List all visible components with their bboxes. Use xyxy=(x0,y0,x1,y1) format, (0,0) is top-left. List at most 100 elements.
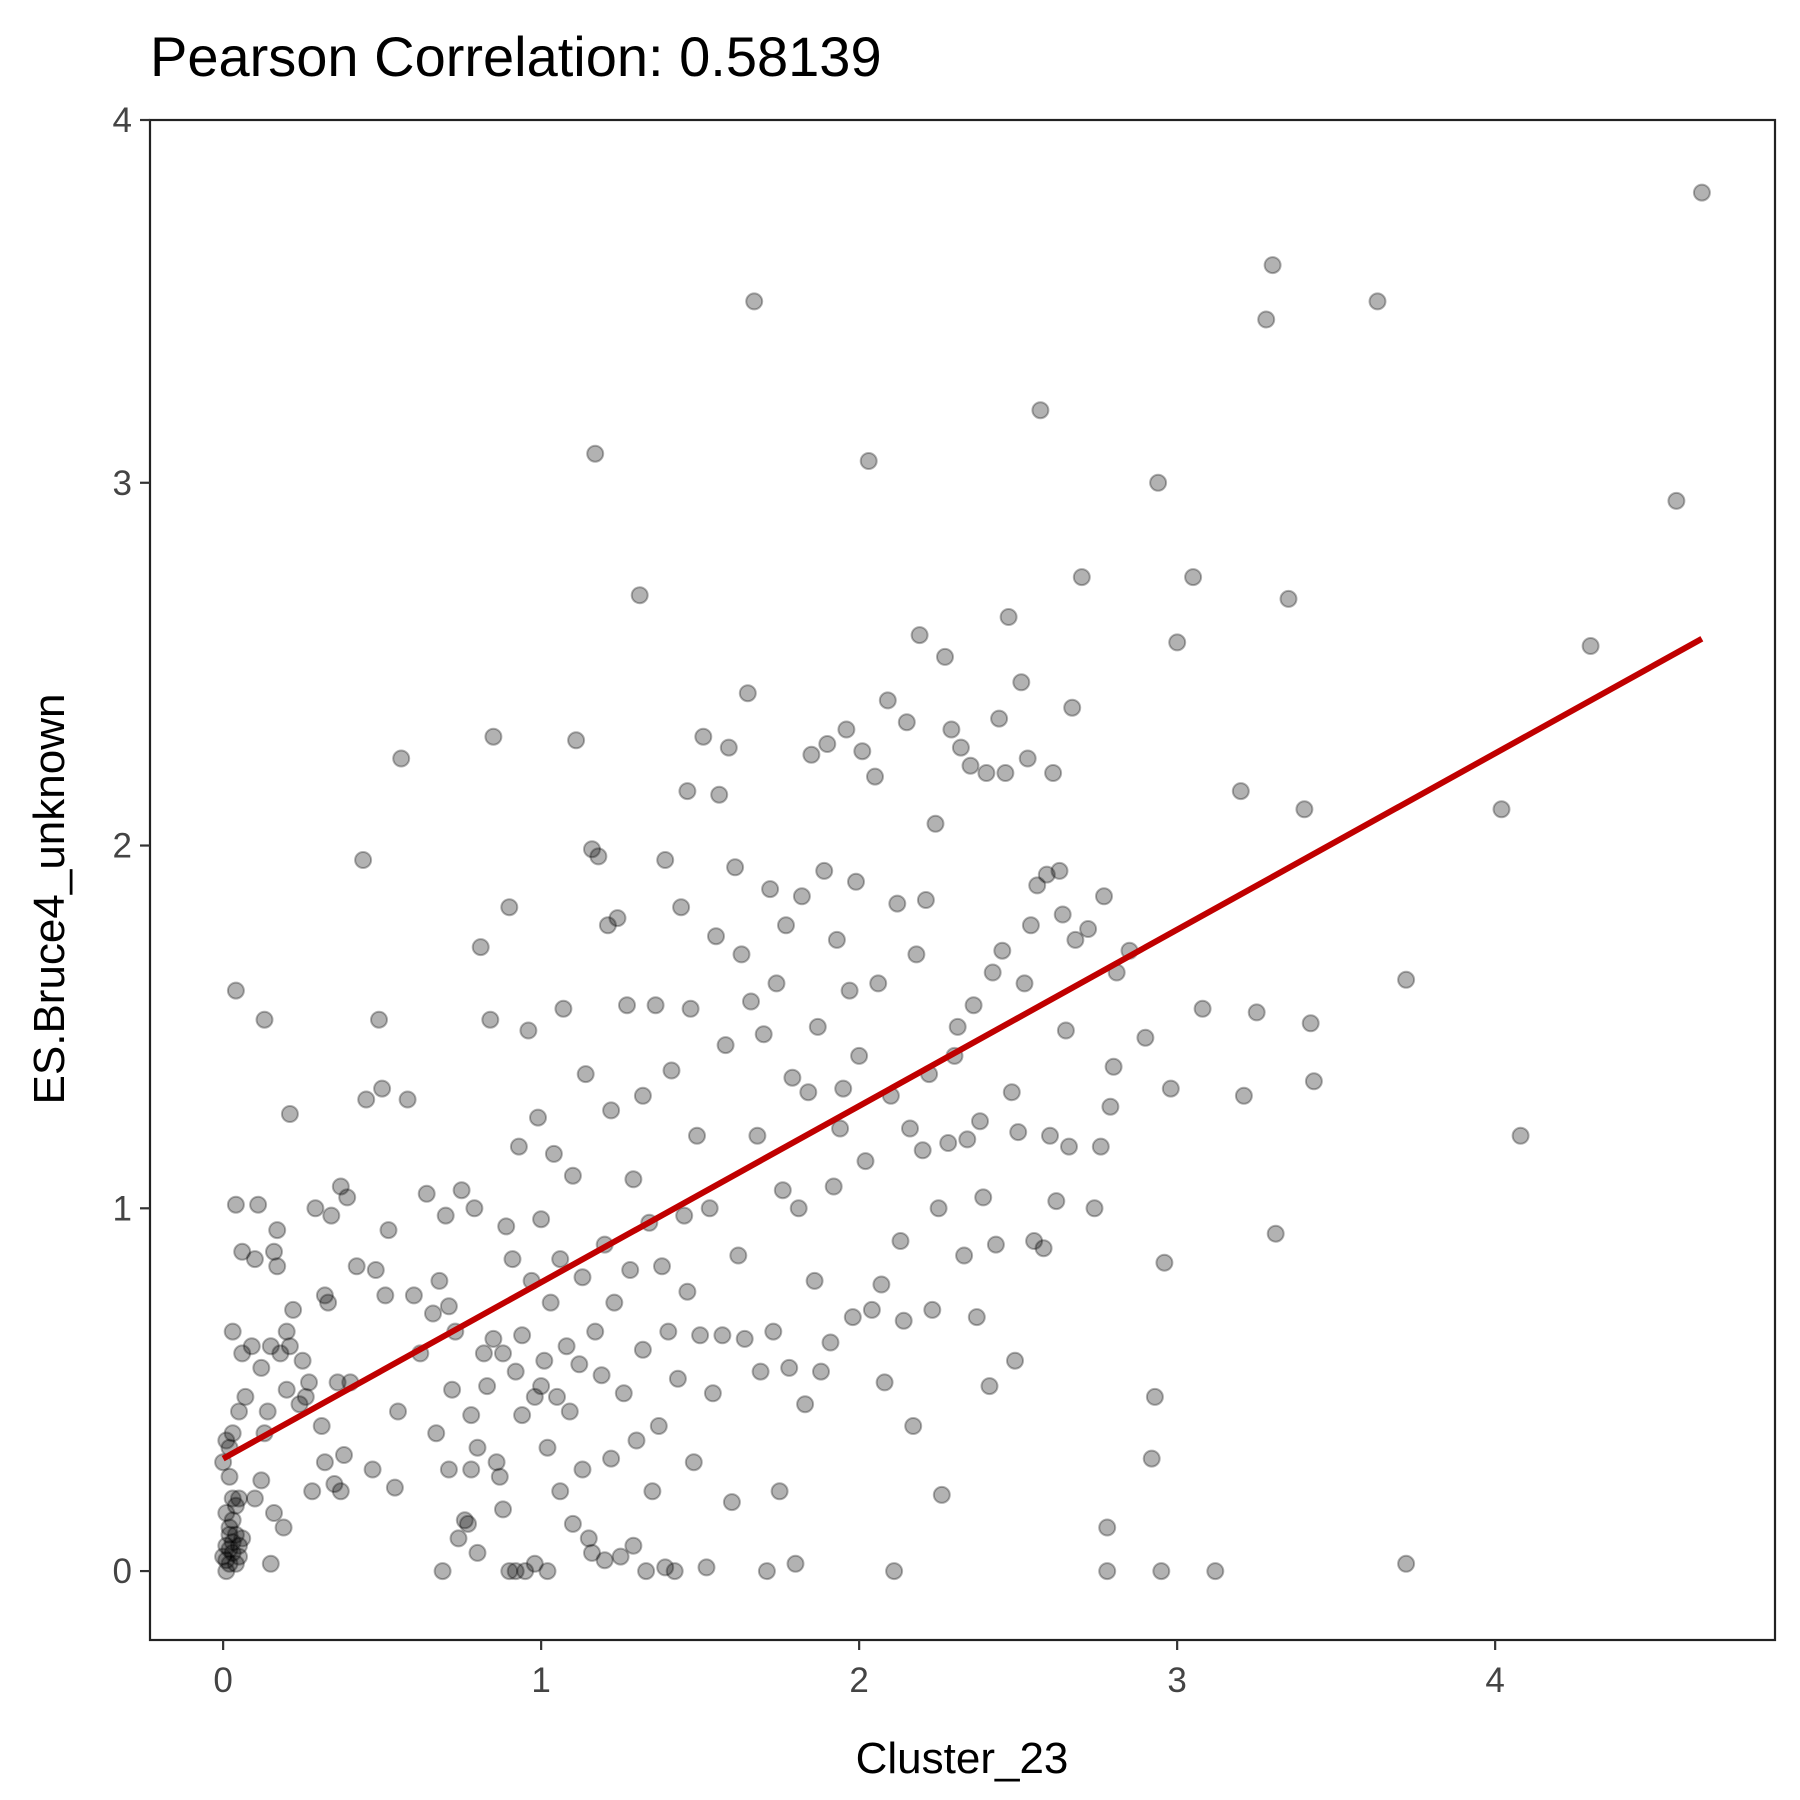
data-point-125 xyxy=(516,1562,535,1581)
data-point-168 xyxy=(621,1261,640,1279)
data-point-239 xyxy=(834,1079,853,1098)
data-point-69 xyxy=(335,1446,353,1464)
x-tick-label-0: 0 xyxy=(213,1661,232,1700)
y-tick-label-4: 4 xyxy=(113,101,132,140)
data-point-229 xyxy=(802,745,821,764)
data-point-48 xyxy=(274,1518,293,1537)
data-point-129 xyxy=(525,1554,544,1573)
data-point-230 xyxy=(805,1271,824,1290)
data-point-36 xyxy=(245,1489,264,1508)
data-point-270 xyxy=(932,1485,951,1504)
data-point-319 xyxy=(1098,1562,1117,1581)
data-point-245 xyxy=(853,742,872,761)
data-point-285 xyxy=(980,1377,999,1396)
data-point-123 xyxy=(513,1406,532,1425)
data-point-179 xyxy=(649,1417,668,1435)
data-point-301 xyxy=(1031,401,1050,420)
data-point-100 xyxy=(459,1514,477,1533)
data-point-159 xyxy=(595,1551,614,1570)
data-point-101 xyxy=(462,1460,481,1479)
data-point-338 xyxy=(1257,310,1276,329)
data-point-240 xyxy=(837,720,856,739)
data-point-5 xyxy=(214,1547,233,1566)
data-point-120 xyxy=(506,1362,525,1381)
x-tick-label-3: 3 xyxy=(1167,1661,1186,1700)
data-point-303 xyxy=(1037,865,1056,884)
data-point-307 xyxy=(1050,861,1069,880)
data-point-79 xyxy=(376,1286,395,1305)
data-point-320 xyxy=(1101,1097,1120,1116)
data-point-19 xyxy=(230,1489,248,1508)
data-point-305 xyxy=(1044,764,1063,782)
x-tick-label-1: 1 xyxy=(531,1661,550,1700)
data-point-141 xyxy=(554,999,573,1018)
data-point-237 xyxy=(827,930,846,949)
data-point-332 xyxy=(1184,568,1203,587)
data-point-184 xyxy=(662,1061,681,1080)
data-point-1 xyxy=(220,1554,239,1573)
data-point-76 xyxy=(366,1261,385,1279)
data-point-215 xyxy=(757,1562,776,1581)
data-point-236 xyxy=(824,1177,843,1196)
data-point-136 xyxy=(541,1293,560,1312)
data-point-128 xyxy=(525,1387,544,1406)
data-point-210 xyxy=(742,992,760,1011)
data-point-14 xyxy=(230,1536,248,1555)
data-point-228 xyxy=(799,1083,818,1102)
data-point-241 xyxy=(840,981,859,1000)
data-point-327 xyxy=(1149,473,1168,492)
data-point-271 xyxy=(936,647,954,666)
data-point-7 xyxy=(223,1533,242,1552)
data-point-217 xyxy=(764,1322,783,1341)
data-point-334 xyxy=(1206,1562,1225,1581)
data-point-351 xyxy=(1667,491,1686,510)
data-point-252 xyxy=(875,1373,894,1392)
data-point-156 xyxy=(589,847,608,866)
data-point-113 xyxy=(490,1467,509,1486)
data-point-220 xyxy=(773,1181,792,1200)
data-point-62 xyxy=(319,1293,338,1312)
data-point-98 xyxy=(452,1181,471,1200)
data-point-193 xyxy=(688,1126,706,1145)
data-point-26 xyxy=(230,1402,248,1421)
data-point-122 xyxy=(509,1137,528,1156)
data-point-297 xyxy=(1018,749,1037,768)
data-point-296 xyxy=(1015,974,1034,993)
data-point-235 xyxy=(821,1333,840,1352)
data-point-330 xyxy=(1161,1079,1180,1098)
data-point-55 xyxy=(293,1351,312,1370)
data-point-304 xyxy=(1041,1126,1059,1145)
data-point-345 xyxy=(1368,292,1387,311)
data-point-171 xyxy=(627,1431,646,1450)
data-point-326 xyxy=(1145,1387,1164,1406)
data-point-325 xyxy=(1142,1449,1161,1468)
data-point-211 xyxy=(745,292,764,311)
data-point-119 xyxy=(503,1250,522,1269)
data-point-223 xyxy=(783,1068,802,1087)
chart-title: Pearson Correlation: 0.58139 xyxy=(150,25,882,88)
data-point-208 xyxy=(735,1329,754,1348)
data-point-82 xyxy=(389,1402,407,1421)
data-point-3 xyxy=(223,1543,242,1562)
data-point-45 xyxy=(265,1504,283,1522)
data-point-81 xyxy=(385,1478,404,1497)
data-point-64 xyxy=(322,1206,341,1225)
data-point-284 xyxy=(977,764,996,782)
data-point-93 xyxy=(439,1297,458,1316)
data-point-112 xyxy=(487,1453,506,1472)
data-point-246 xyxy=(856,1152,875,1171)
data-point-33 xyxy=(242,1337,261,1356)
data-point-224 xyxy=(786,1554,805,1573)
data-point-121 xyxy=(506,1562,525,1581)
data-point-131 xyxy=(532,1377,551,1396)
data-point-147 xyxy=(570,1355,589,1374)
data-point-352 xyxy=(1692,183,1711,202)
data-point-259 xyxy=(897,713,916,732)
x-tick-label-2: 2 xyxy=(849,1661,868,1700)
data-point-191 xyxy=(681,999,700,1018)
data-point-59 xyxy=(306,1199,325,1218)
data-point-255 xyxy=(885,1562,904,1581)
data-point-190 xyxy=(678,1282,697,1301)
data-point-247 xyxy=(859,452,878,470)
